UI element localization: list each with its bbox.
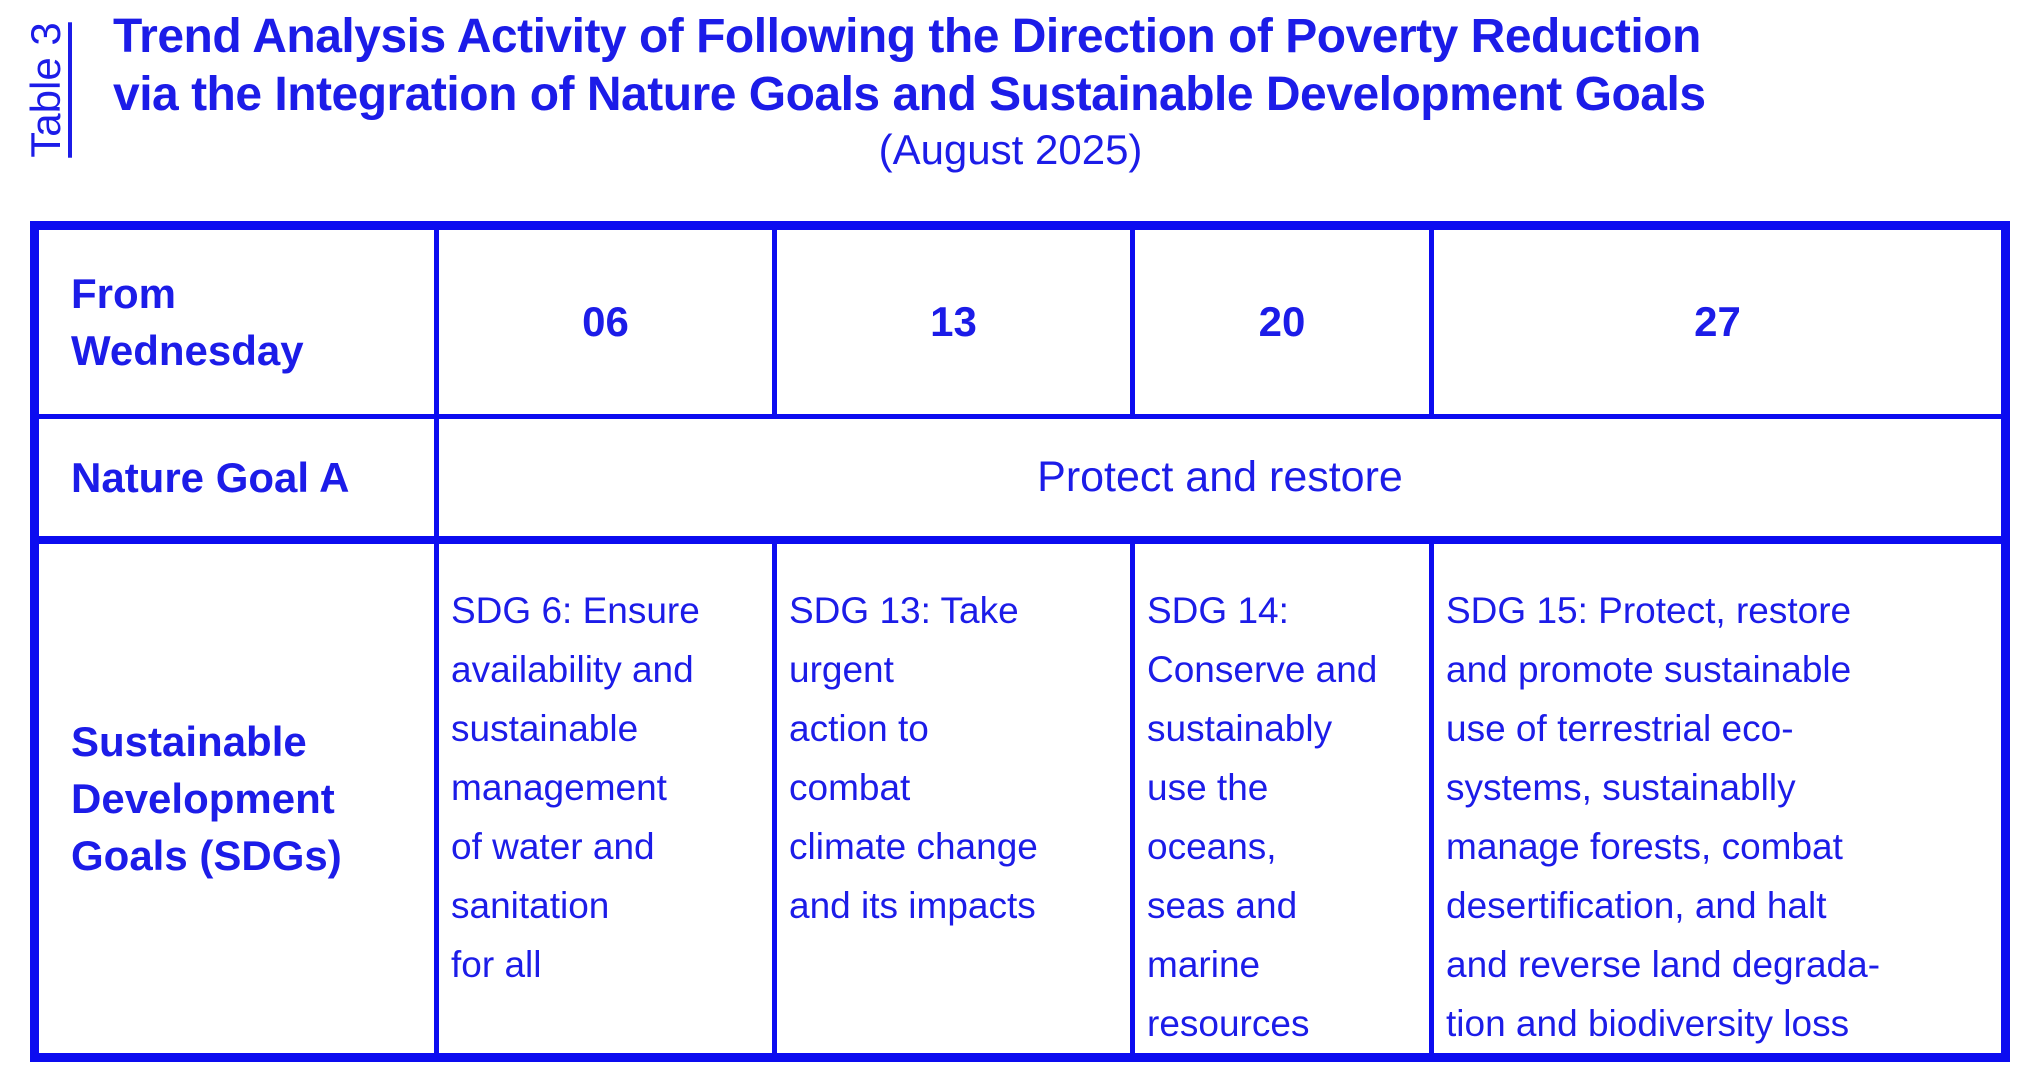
date-cell-06: 06 bbox=[434, 223, 777, 419]
page-title: Trend Analysis Activity of Following the… bbox=[113, 10, 1706, 121]
date-cell-27: 27 bbox=[1429, 223, 2008, 419]
sdg-15-cell: SDG 15: Protect, restore and promote sus… bbox=[1429, 537, 2008, 1060]
page-subtitle: (August 2025) bbox=[878, 126, 1143, 173]
row-header-from-wednesday: From Wednesday bbox=[32, 223, 439, 419]
row-header-nature-goal-a: Nature Goal A bbox=[32, 414, 439, 544]
table-row-nature-goal: Nature Goal A Protect and restore bbox=[32, 414, 2008, 544]
table-row-dates: From Wednesday 06 13 20 27 bbox=[32, 223, 2008, 419]
row-header-sdgs: Sustainable Development Goals (SDGs) bbox=[32, 537, 439, 1060]
trend-analysis-table: From Wednesday 06 13 20 27 Nature Goal A… bbox=[30, 221, 2010, 1062]
sdg-13-cell: SDG 13: Take urgent action to combat cli… bbox=[772, 537, 1135, 1060]
sdg-14-cell: SDG 14: Conserve and sustainably use the… bbox=[1130, 537, 1434, 1060]
date-cell-13: 13 bbox=[772, 223, 1135, 419]
sdg-6-cell: SDG 6: Ensure availability and sustainab… bbox=[434, 537, 777, 1060]
nature-goal-a-value: Protect and restore bbox=[434, 414, 2008, 544]
date-cell-20: 20 bbox=[1130, 223, 1434, 419]
table-row-sdgs: Sustainable Development Goals (SDGs) SDG… bbox=[32, 537, 2008, 1060]
